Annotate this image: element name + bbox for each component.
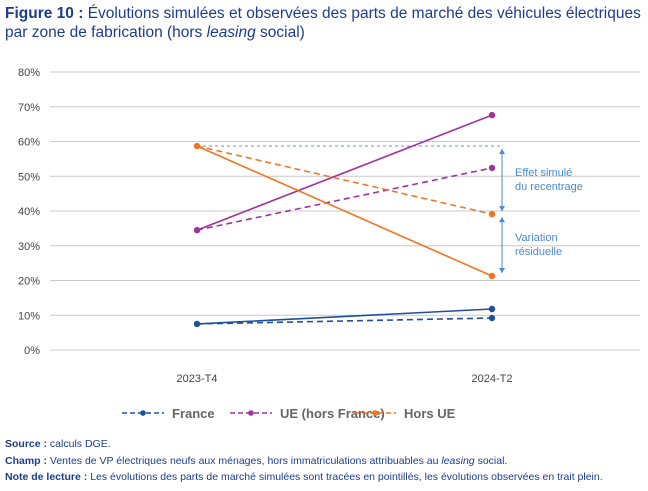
arrow-head-up — [499, 217, 505, 223]
y-tick-label: 30% — [18, 241, 40, 253]
legend-label: France — [172, 406, 215, 421]
line-chart: 0% 10% 20% 30% 40% 50% 60% 70% 80% 2023-T4 2024-T2… — [18, 67, 640, 421]
observed-line-France — [196, 308, 493, 325]
y-tick-label: 20% — [18, 276, 40, 288]
data-point — [488, 210, 496, 218]
title-italic: leasing — [206, 24, 256, 41]
champ-text-end: social. — [474, 454, 508, 467]
data-point — [488, 164, 496, 172]
figure-number: Figure 10 : — [5, 5, 84, 22]
legend-label: Hors UE — [404, 406, 456, 421]
y-tick-label: 40% — [18, 206, 40, 218]
legend-marker — [248, 410, 254, 416]
data-point — [488, 314, 496, 322]
note-label: Note de lecture : — [5, 471, 88, 483]
legend-label: UE (hors France) — [280, 406, 385, 421]
title-text: Évolutions simulées et observées des par… — [5, 5, 641, 41]
y-tick-label: 60% — [18, 137, 40, 149]
y-tick-label: 80% — [18, 67, 40, 79]
x-tick-label: 2023-T4 — [177, 373, 218, 385]
champ-italic: leasing — [441, 454, 475, 467]
title-text-end: social) — [255, 24, 305, 41]
x-tick-label: 2024-T2 — [472, 373, 513, 385]
champ-note: Champ : Ventes de VP électriques neufs a… — [5, 453, 603, 470]
figure-title: Figure 10 : Évolutions simulées et obser… — [5, 4, 645, 42]
source-label: Source : — [5, 438, 48, 450]
arrow-head-down — [499, 267, 505, 273]
observed-line-Hors UE — [196, 145, 493, 277]
champ-text: Ventes de VP électriques neufs aux ménag… — [47, 454, 442, 467]
annotation-label: du recentrage — [515, 181, 583, 193]
champ-label: Champ : — [5, 454, 47, 467]
data-point — [488, 305, 496, 313]
data-point — [488, 272, 496, 280]
simulated-line-UE (hors France) — [196, 167, 493, 231]
arrow-head-down — [499, 206, 505, 212]
simulated-line-France — [196, 317, 493, 325]
legend-marker — [140, 410, 146, 416]
annotation-label: résiduelle — [515, 246, 562, 258]
legend-marker — [372, 410, 378, 416]
y-tick-label: 0% — [24, 345, 40, 357]
data-point — [193, 320, 201, 328]
notes: Source : calculs DGE. Champ : Ventes de … — [5, 436, 603, 486]
annotation-label: Effet simulé — [515, 167, 572, 179]
annotation-label: Variation — [515, 232, 558, 244]
reading-note: Note de lecture : Les évolutions des par… — [5, 469, 603, 486]
observed-line-UE (hors France) — [196, 114, 493, 231]
y-tick-label: 50% — [18, 171, 40, 183]
data-point — [488, 111, 496, 119]
data-point — [193, 142, 201, 150]
arrow-head-up — [499, 149, 505, 155]
y-tick-label: 10% — [18, 310, 40, 322]
note-text: Les évolutions des parts de marché simul… — [87, 471, 603, 483]
source-note: Source : calculs DGE. — [5, 436, 603, 453]
y-tick-label: 70% — [18, 102, 40, 114]
simulated-line-Hors UE — [196, 145, 493, 215]
data-point — [193, 226, 201, 234]
source-text: calculs DGE. — [47, 438, 111, 450]
